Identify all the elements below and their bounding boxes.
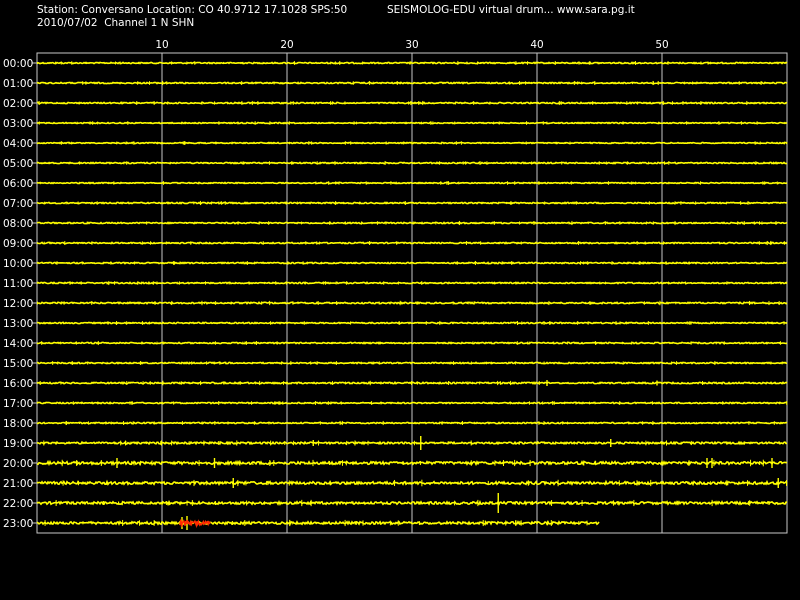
trace-2000 xyxy=(36,459,788,467)
trace-1200 xyxy=(36,301,788,306)
trace-2300 xyxy=(36,520,600,526)
x-tick-label: 20 xyxy=(280,39,293,51)
hour-label: 04:00 xyxy=(3,138,33,150)
hour-label: 08:00 xyxy=(3,218,33,230)
hour-label: 15:00 xyxy=(3,358,33,370)
hour-label: 17:00 xyxy=(3,398,33,410)
hour-label: 03:00 xyxy=(3,118,33,130)
seismic-event xyxy=(178,519,211,529)
trace-1700 xyxy=(36,401,788,405)
trace-1100 xyxy=(36,281,788,285)
trace-0300 xyxy=(36,121,788,125)
trace-1900 xyxy=(36,440,788,446)
hour-label: 01:00 xyxy=(3,78,33,90)
hour-label: 14:00 xyxy=(3,338,33,350)
hour-label: 12:00 xyxy=(3,298,33,310)
trace-0900 xyxy=(36,241,788,245)
hour-label: 21:00 xyxy=(3,478,33,490)
hour-label: 07:00 xyxy=(3,198,33,210)
trace-1400 xyxy=(36,341,788,345)
hour-label: 10:00 xyxy=(3,258,33,270)
hour-label: 16:00 xyxy=(3,378,33,390)
x-tick-label: 10 xyxy=(155,39,168,51)
trace-0000 xyxy=(36,61,788,65)
trace-1600 xyxy=(36,381,788,386)
trace-0600 xyxy=(36,181,788,185)
trace-2200 xyxy=(36,499,787,507)
hour-label: 02:00 xyxy=(3,98,33,110)
station-info: Station: Conversano Location: CO 40.9712… xyxy=(37,4,348,16)
date-channel-info: 2010/07/02 Channel 1 N SHN xyxy=(37,17,195,29)
traces xyxy=(36,60,788,530)
trace-0800 xyxy=(36,221,788,225)
hour-label: 06:00 xyxy=(3,178,33,190)
hour-label: 18:00 xyxy=(3,418,33,430)
hour-label: 23:00 xyxy=(3,518,33,530)
trace-1300 xyxy=(36,321,788,325)
hour-label: 19:00 xyxy=(3,438,33,450)
hour-label: 11:00 xyxy=(3,278,33,290)
hour-label: 22:00 xyxy=(3,498,33,510)
trace-0200 xyxy=(36,101,788,105)
hour-label: 00:00 xyxy=(3,58,33,70)
hour-labels: 00:00 01:00 02:00 03:00 04:00 05:00 06:00 07:00… xyxy=(3,58,33,530)
trace-0500 xyxy=(36,161,788,165)
trace-2100 xyxy=(36,479,788,487)
trace-1500 xyxy=(36,361,788,365)
software-title: SEISMOLOG-EDU virtual drum... www.sara.p… xyxy=(387,4,635,16)
hour-label: 20:00 xyxy=(3,458,33,470)
hour-label: 09:00 xyxy=(3,238,33,250)
hour-label: 13:00 xyxy=(3,318,33,330)
x-tick-label: 40 xyxy=(530,39,543,51)
x-axis-ticks: 10 20 30 40 50 xyxy=(155,39,668,51)
trace-1800 xyxy=(36,421,788,425)
x-tick-label: 30 xyxy=(405,39,418,51)
x-tick-label: 50 xyxy=(655,39,668,51)
hour-label: 05:00 xyxy=(3,158,33,170)
trace-0100 xyxy=(36,81,788,85)
grid-lines xyxy=(32,52,788,534)
